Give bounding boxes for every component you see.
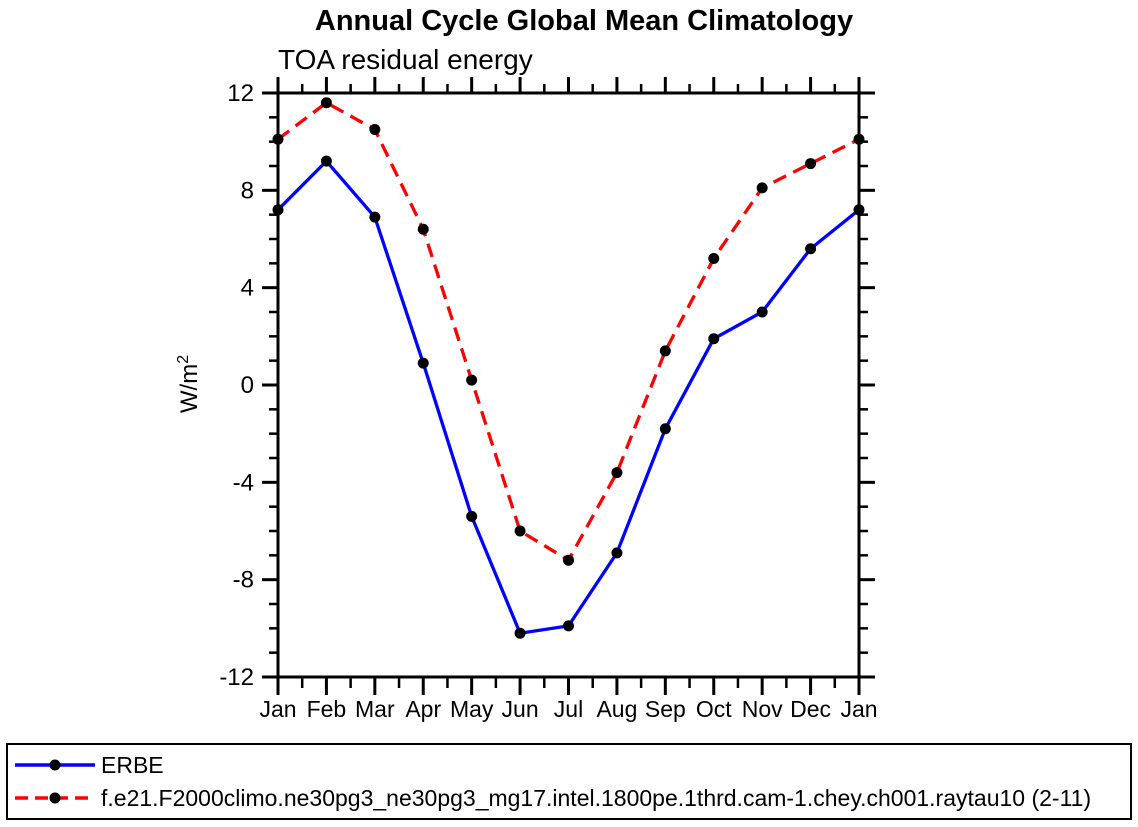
legend-label-erbe: ERBE (101, 751, 164, 778)
erbe-data-point-marker (563, 620, 574, 632)
y-tick-label: 12 (227, 80, 254, 107)
erbe-data-point-marker (369, 211, 381, 223)
y-tick-label: -4 (233, 469, 254, 496)
x-tick-label: Jan (259, 696, 296, 722)
erbe-data-point-marker (417, 357, 429, 369)
y-tick-label: -8 (233, 567, 254, 594)
x-tick-label: Jan (840, 696, 877, 722)
y-tick-label: 8 (241, 177, 254, 204)
model-line-sample-icon (15, 792, 95, 804)
legend-entry-erbe: ERBE (8, 752, 1130, 778)
x-tick-label: Sep (645, 696, 686, 722)
legend-entry-model: f.e21.F2000climo.ne30pg3_ne30pg3_mg17.in… (8, 785, 1130, 811)
erbe-data-point-marker (853, 204, 865, 216)
x-tick-label: Apr (405, 696, 441, 722)
erbe-data-point-marker (272, 204, 284, 216)
model-sample-marker-icon (49, 792, 61, 804)
x-tick-label: May (450, 696, 494, 722)
y-tick-label: 4 (241, 275, 254, 302)
erbe-sample-marker-icon (49, 759, 61, 771)
x-tick-label: Nov (742, 696, 783, 722)
erbe-data-point-marker (708, 333, 720, 345)
model-data-point-marker (853, 133, 865, 145)
x-tick-label: Feb (307, 696, 347, 722)
model-line (277, 100, 860, 563)
legend-box: ERBE f.e21.F2000climo.ne30pg3_ne30pg3_mg… (6, 743, 1132, 820)
erbe-data-point-marker (320, 155, 332, 167)
erbe-data-point-marker (611, 547, 623, 559)
model-data-point-marker (320, 97, 332, 109)
x-tick-label: Mar (355, 696, 395, 722)
erbe-data-point-marker (466, 510, 478, 522)
x-tick-label: Oct (696, 696, 732, 722)
annual-cycle-chart: Jan Feb Mar Apr May Jun Jul Aug Sep Oct Nov Dec Jan-… (175, 77, 878, 722)
chart-title: Annual Cycle Global Mean Climatology (314, 5, 854, 37)
legend-label-model: f.e21.F2000climo.ne30pg3_ne30pg3_mg17.in… (101, 784, 1092, 811)
y-tick-label: -12 (219, 664, 254, 691)
erbe-line-sample-icon (15, 759, 95, 771)
model-data-point-marker (417, 223, 429, 235)
model-data-point-marker (756, 182, 768, 194)
model-data-point-marker (805, 158, 817, 170)
y-tick-label: 0 (241, 372, 254, 399)
model-data-point-marker (659, 345, 671, 357)
model-data-point-marker (611, 467, 623, 479)
model-data-point-marker (563, 554, 574, 566)
model-data-point-marker (466, 374, 478, 386)
y-axis-label: W/m2 (175, 355, 203, 413)
chart-subtitle: TOA residual energy (278, 44, 533, 75)
x-tick-label: Dec (790, 696, 831, 722)
erbe-data-point-marker (756, 306, 768, 318)
erbe-data-point-marker (514, 627, 526, 639)
model-data-point-marker (272, 133, 284, 145)
x-tick-label: Aug (596, 696, 637, 722)
model-data-point-marker (708, 252, 720, 264)
x-tick-label: Jul (554, 696, 583, 722)
x-tick-label: Jun (502, 696, 539, 722)
model-data-point-marker (514, 525, 526, 537)
model-data-point-marker (369, 124, 381, 135)
erbe-data-point-marker (659, 423, 671, 435)
erbe-data-point-marker (805, 243, 817, 255)
plot-frame (276, 91, 861, 679)
